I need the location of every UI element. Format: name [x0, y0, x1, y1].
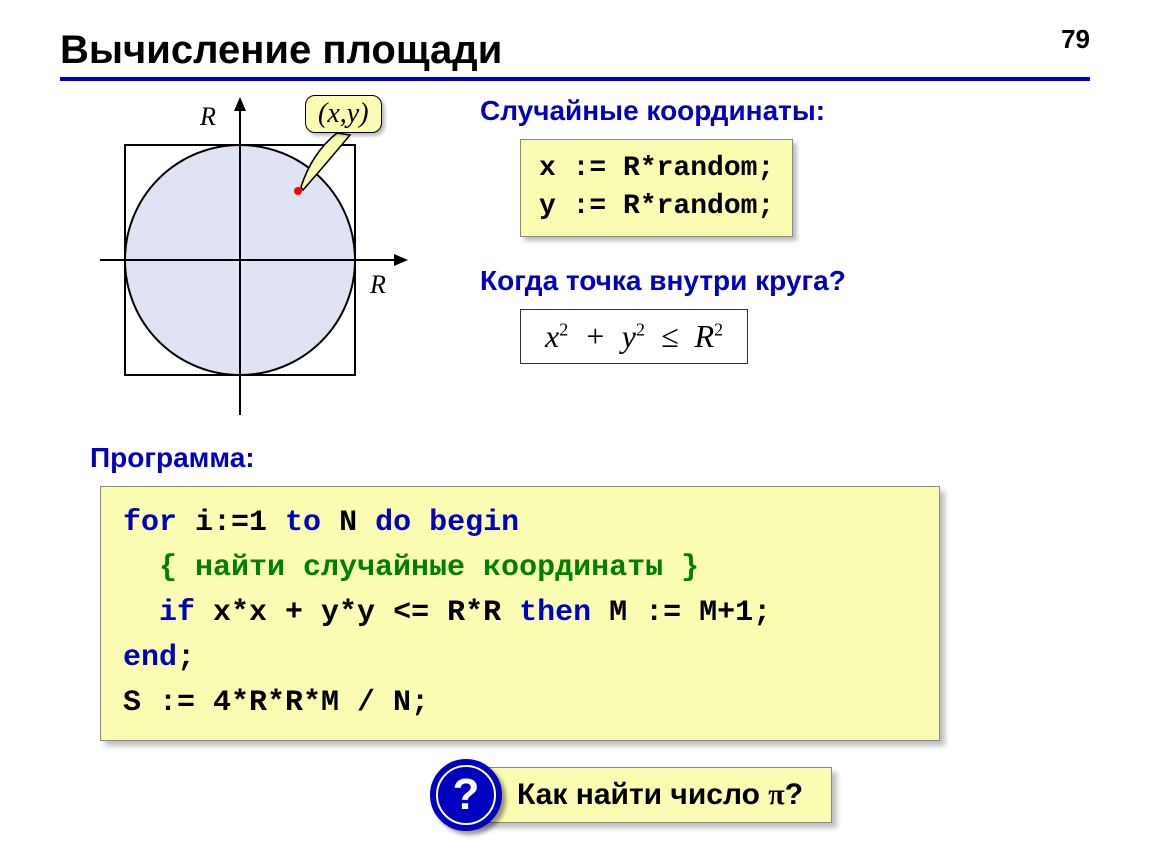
diagram-label-R-right: R	[369, 270, 386, 299]
question-text: Как найти число π?	[472, 767, 832, 823]
random-coords-code: x := R*random; y := R*random;	[520, 139, 793, 237]
point-callout: (x,y)	[305, 95, 382, 133]
code-line: x := R*random;	[539, 150, 774, 188]
circle-diagram: R R (x,y)	[90, 95, 420, 430]
question-callout: ? Как найти число π?	[430, 759, 1090, 831]
program-heading: Программа:	[90, 442, 1090, 474]
page-number: 79	[1061, 24, 1090, 55]
code-line: y := R*random;	[539, 188, 774, 226]
random-coords-heading: Случайные координаты:	[480, 95, 1090, 127]
question-mark-icon: ?	[430, 759, 502, 831]
diagram-svg: R R	[90, 95, 420, 425]
formula-box: x2 + y2 ≤ R2	[520, 309, 748, 364]
slide-title: Вычисление площади	[60, 28, 1090, 73]
title-rule	[60, 77, 1090, 81]
inside-circle-heading: Когда точка внутри круга?	[480, 265, 1090, 297]
diagram-label-R-top: R	[199, 102, 216, 131]
program-code-block: for i:=1 to N do begin { найти случайные…	[100, 486, 940, 741]
